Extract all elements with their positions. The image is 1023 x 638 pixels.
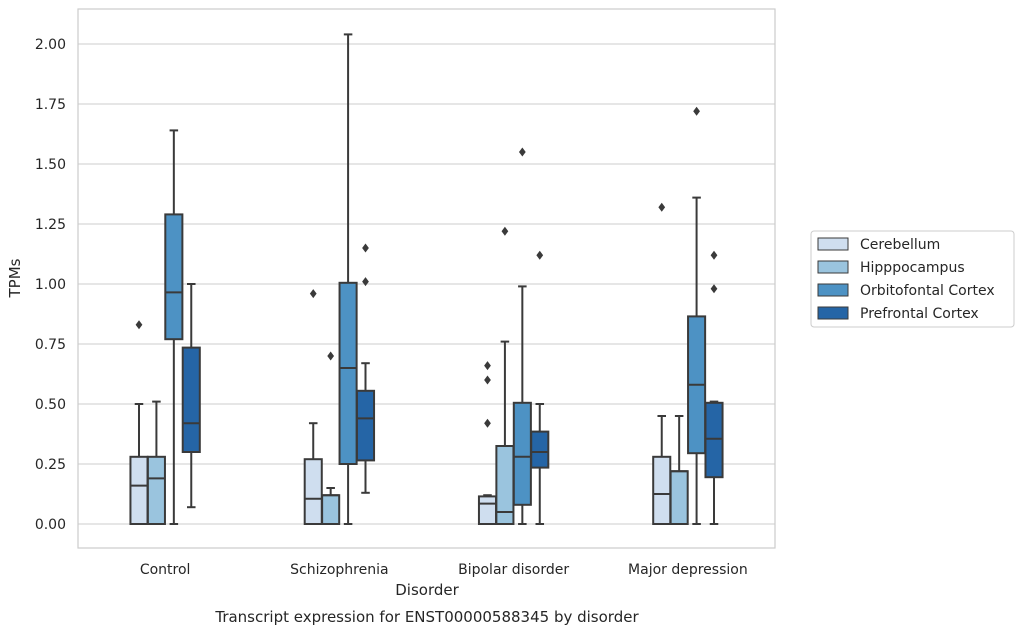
legend-label: Orbitofontal Cortex — [860, 283, 995, 299]
box-iqr — [477, 495, 498, 525]
y-tick-label: 1.25 — [35, 217, 66, 233]
box-iqr — [181, 346, 201, 454]
box-hipppocampus-0 — [146, 400, 166, 525]
y-axis-label: TPMs — [6, 258, 24, 298]
box-iqr — [321, 494, 341, 526]
y-tick-label: 1.75 — [35, 97, 66, 113]
box-iqr — [129, 455, 149, 525]
plot-frame — [77, 8, 776, 549]
legend: Cerebellum Hipppocampus Orbitofontal Corte… — [810, 230, 1015, 328]
box-orbitofontal-cortex-2 — [512, 147, 532, 525]
box-hipppocampus-1 — [321, 351, 341, 526]
outlier-point — [536, 250, 544, 260]
chart-caption: Transcript expression for ENST0000058834… — [214, 608, 639, 626]
box-iqr — [512, 401, 532, 506]
legend-label: Prefrontal Cortex — [860, 306, 979, 322]
box-prefrontal-cortex-1 — [355, 243, 376, 494]
box-iqr — [338, 281, 358, 465]
boxes — [129, 33, 724, 526]
x-tick-label: Control — [140, 562, 191, 578]
box-iqr — [303, 458, 323, 526]
outlier-point — [135, 320, 143, 330]
box-prefrontal-cortex-0 — [181, 283, 201, 509]
box-hipppocampus-3 — [669, 415, 689, 526]
y-tick-label: 0.25 — [35, 457, 66, 473]
y-tick-label: 0.50 — [35, 397, 66, 413]
legend-label: Cerebellum — [860, 237, 940, 253]
y-tick-label: 1.50 — [35, 157, 66, 173]
box-cerebellum-2 — [477, 361, 498, 525]
box-iqr — [146, 455, 166, 525]
x-axis-label: Disorder — [395, 581, 459, 599]
box-cerebellum-1 — [303, 289, 323, 526]
outlier-point — [658, 202, 666, 212]
x-tick-label: Major depression — [628, 562, 748, 578]
x-tick-label: Schizophrenia — [290, 562, 388, 578]
legend-frame — [810, 230, 1015, 328]
y-tick-labels: 0.00 0.25 0.50 0.75 1.00 1.25 1.50 1.75 2.00 — [35, 37, 66, 533]
box-iqr — [652, 455, 672, 525]
outlier-point — [484, 375, 491, 385]
y-tick-label: 1.00 — [35, 277, 66, 293]
y-tick-label: 2.00 — [35, 37, 66, 53]
outlier-point — [484, 361, 491, 371]
box-prefrontal-cortex-3 — [704, 250, 724, 525]
box-iqr — [164, 213, 184, 341]
outlier-point — [362, 277, 369, 287]
box-hipppocampus-2 — [495, 226, 515, 525]
legend-swatch — [817, 306, 849, 320]
box-iqr — [704, 401, 724, 479]
box-prefrontal-cortex-2 — [530, 250, 550, 525]
outlier-point — [501, 226, 509, 236]
outlier-point — [710, 250, 718, 260]
x-tick-labels: Control Schizophrenia Bipolar disorder Majo… — [140, 562, 748, 578]
box-orbitofontal-cortex-3 — [687, 106, 707, 525]
box-orbitofontal-cortex-0 — [164, 129, 184, 525]
legend-swatch — [817, 237, 849, 251]
box-iqr — [355, 389, 376, 462]
x-tick-label: Bipolar disorder — [458, 562, 569, 578]
box-iqr — [530, 430, 550, 469]
legend-swatch — [817, 260, 849, 274]
outlier-point — [309, 289, 317, 299]
outlier-point — [484, 418, 491, 428]
legend-label: Hipppocampus — [860, 260, 965, 276]
legend-swatch — [817, 283, 849, 297]
y-tick-label: 0.75 — [35, 337, 66, 353]
box-orbitofontal-cortex-1 — [338, 33, 358, 525]
y-tick-label: 0.00 — [35, 517, 66, 533]
outlier-point — [693, 106, 700, 116]
box-cerebellum-0 — [129, 320, 149, 525]
outlier-point — [710, 284, 718, 294]
outlier-point — [327, 351, 335, 361]
outlier-point — [518, 147, 526, 157]
outlier-point — [362, 243, 369, 253]
box-iqr — [669, 470, 689, 526]
